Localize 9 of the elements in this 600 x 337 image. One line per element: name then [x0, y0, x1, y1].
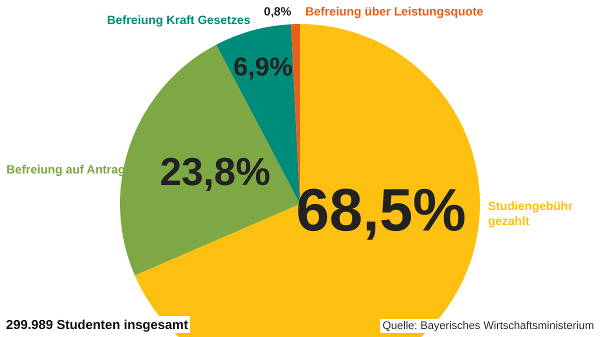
data-label: 6,9%	[233, 52, 293, 82]
text: 299.989 Studenten insgesamt	[4, 316, 190, 333]
slice-label: Befreiung über Leistungsquote	[305, 4, 484, 18]
slice-label: Befreiung Kraft Gesetzes	[107, 12, 251, 27]
slice-label: Studiengebühr gezahlt	[488, 198, 573, 228]
data-label: 0,8%	[264, 4, 292, 18]
source-note: Quelle: Bayerisches Wirtschaftsministerium	[380, 319, 596, 333]
data-label: 68,5%	[296, 176, 466, 244]
data-label: 23,8%	[160, 150, 270, 194]
